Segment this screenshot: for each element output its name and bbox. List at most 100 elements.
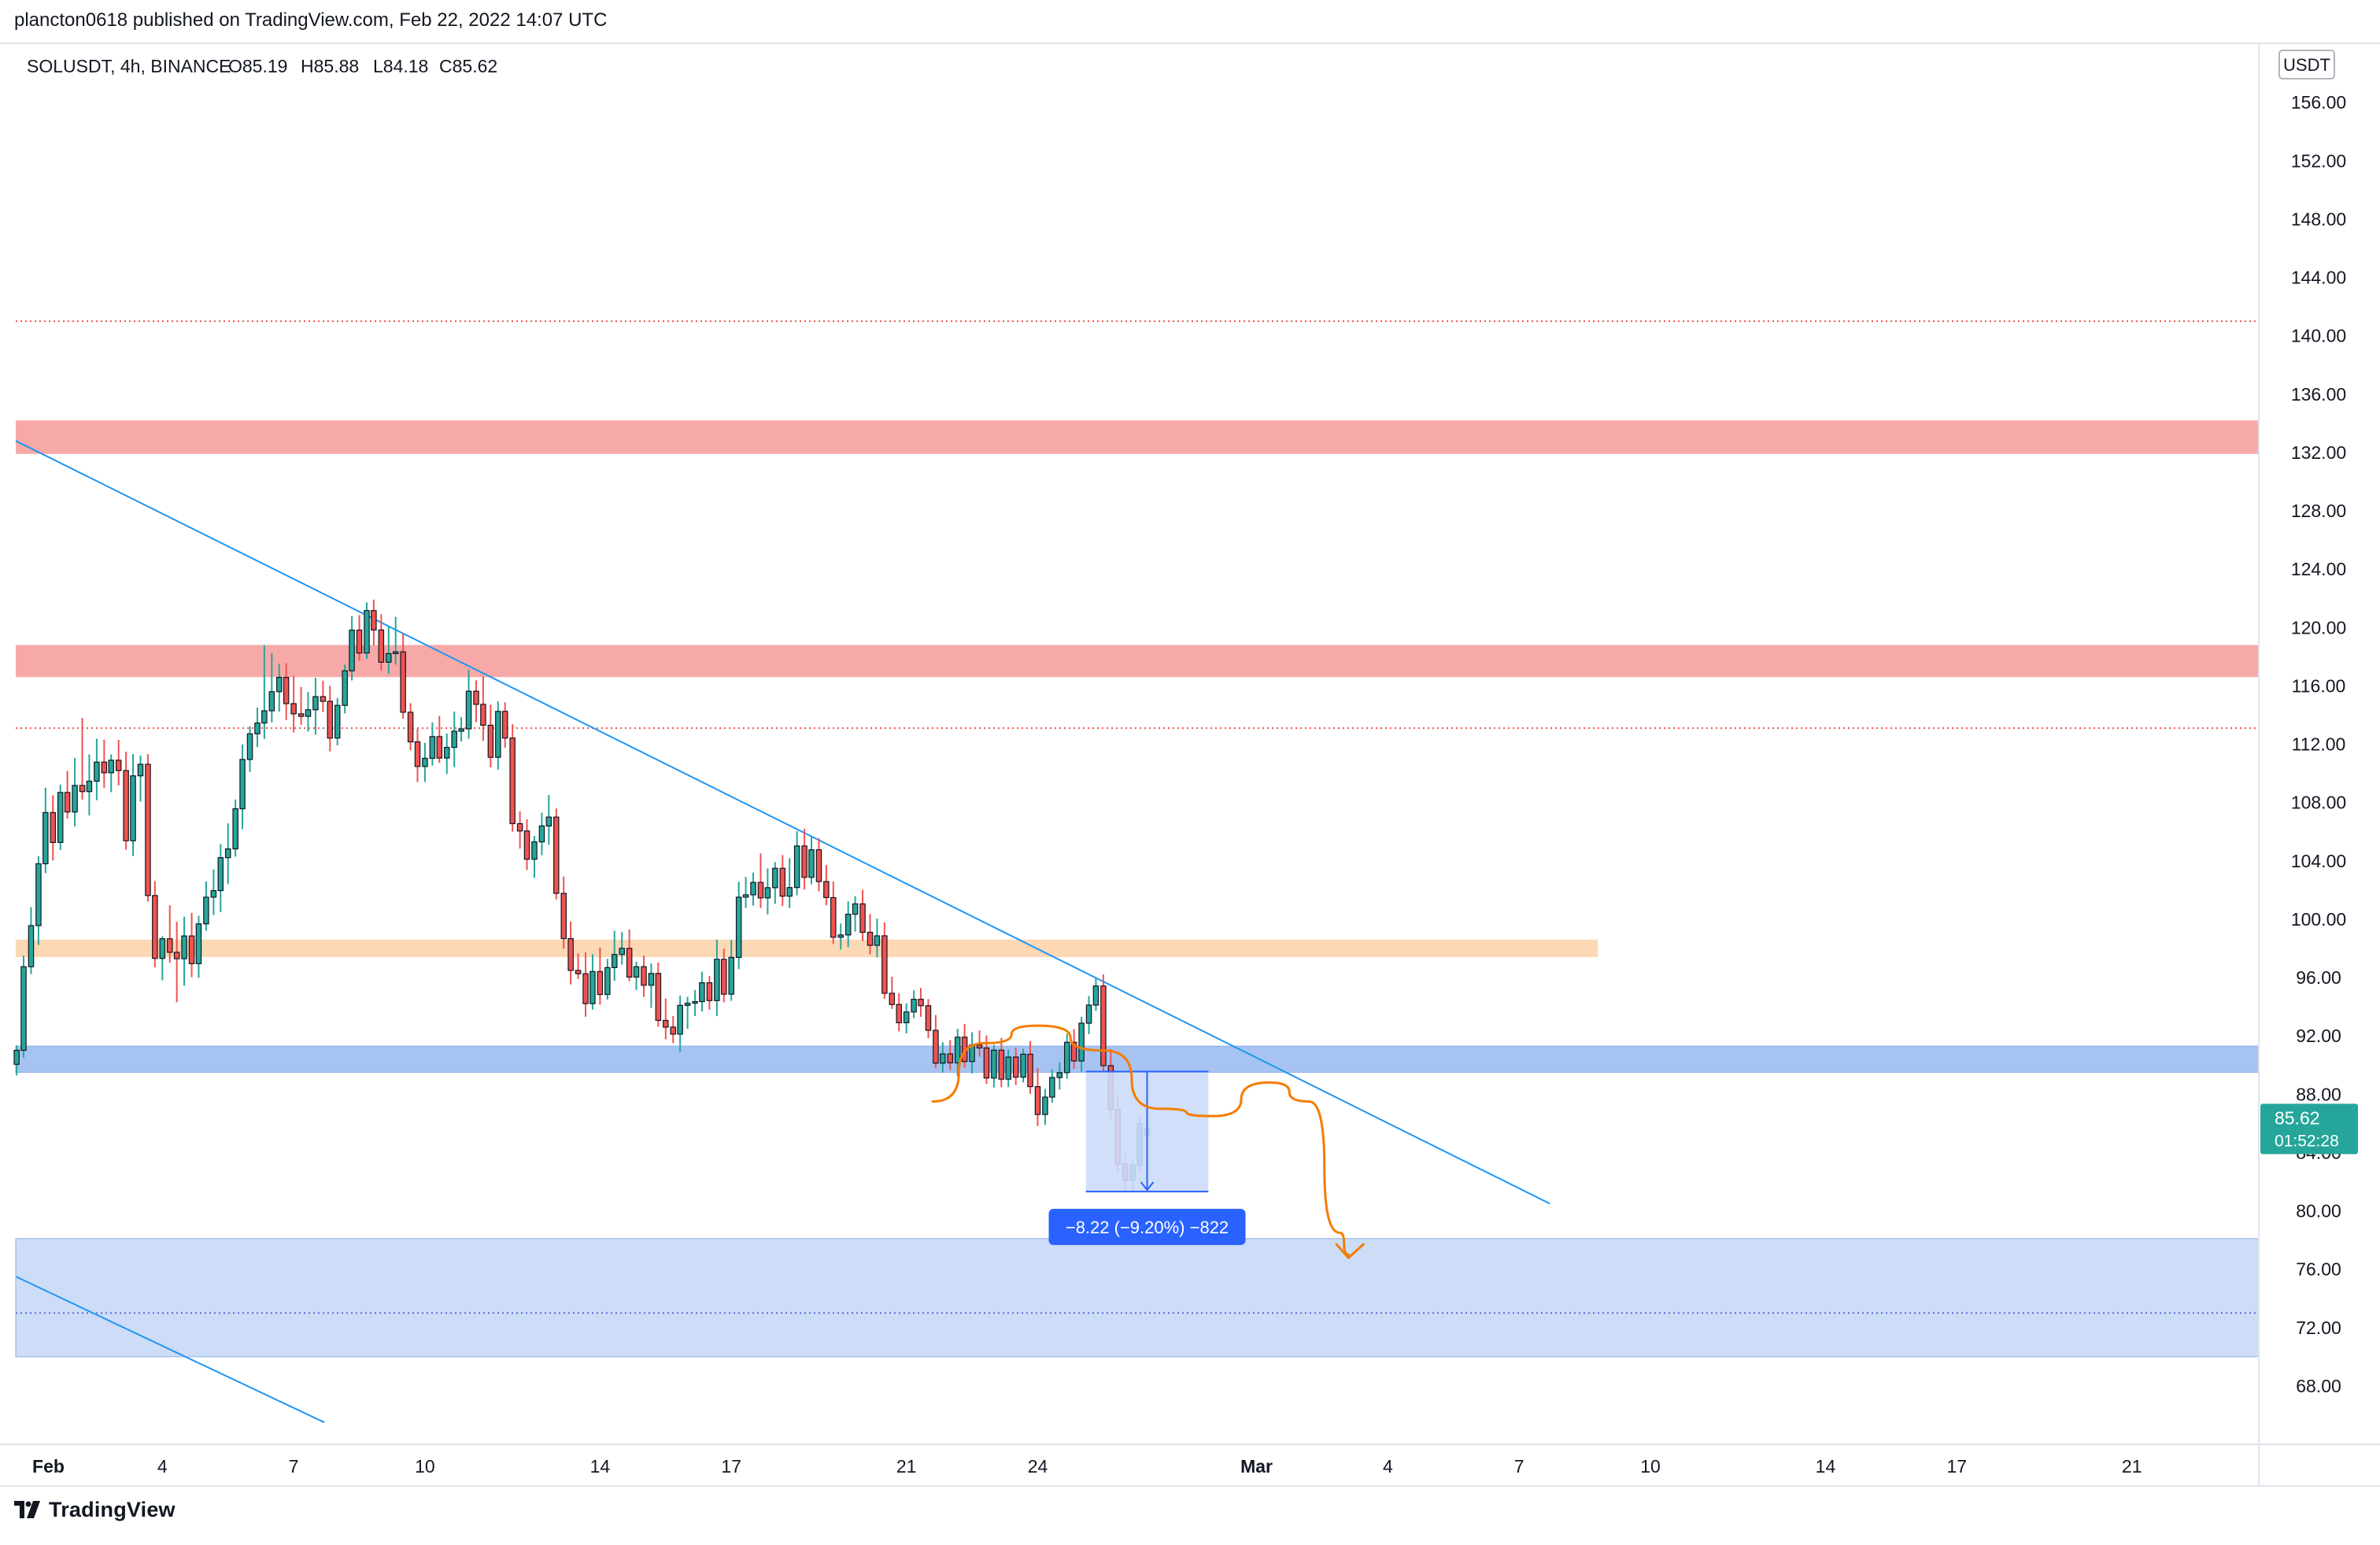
time-tick: 14: [1816, 1456, 1836, 1477]
currency-button-frame[interactable]: [2278, 50, 2335, 79]
last-price-bg: [2260, 1103, 2358, 1155]
candle-18: [145, 754, 151, 902]
candle-68: [509, 724, 516, 832]
candle-body: [597, 970, 604, 996]
candle-118: [874, 918, 881, 958]
candle-body: [648, 973, 655, 986]
candle-body: [793, 845, 800, 889]
candle-body: [166, 938, 173, 953]
candle-body: [72, 785, 78, 813]
price-tick: 92.00: [2296, 1026, 2341, 1046]
candle-117: [867, 914, 874, 955]
candle-body: [1078, 1022, 1085, 1062]
candle-body: [349, 629, 355, 671]
zone-support-3: [15, 1045, 2260, 1073]
candle-body: [414, 741, 421, 767]
candle-body: [619, 948, 625, 955]
candle-67: [501, 702, 508, 748]
candle-94: [699, 971, 705, 1012]
time-tick: 7: [289, 1456, 299, 1477]
price-tick: 100.00: [2291, 909, 2346, 930]
candle-49: [371, 599, 377, 645]
price-tick: 156.00: [2291, 92, 2346, 113]
candle-body: [50, 811, 57, 844]
projection-arrowhead: [1335, 1242, 1366, 1259]
tradingview-brand: TradingView: [49, 1497, 176, 1521]
candle-37: [283, 663, 290, 720]
candle-body: [108, 760, 114, 774]
candle-84: [626, 929, 633, 981]
time-tick: 21: [2122, 1456, 2142, 1477]
candle-body: [983, 1047, 990, 1079]
candle-body: [721, 959, 727, 995]
price-tick: 96.00: [2296, 967, 2341, 988]
candle-body: [101, 761, 108, 774]
candle-body: [837, 934, 844, 938]
candle-body: [130, 775, 136, 841]
candle-121: [896, 993, 902, 1032]
price-tick: 128.00: [2291, 501, 2346, 521]
candle-body: [254, 723, 261, 734]
last-price-tag: 85.62 01:52:28: [2260, 1103, 2358, 1155]
candle-body: [604, 967, 611, 996]
candle-body: [1063, 1041, 1070, 1074]
candle-body: [706, 982, 713, 1001]
candle-44: [334, 697, 341, 745]
candle-body: [86, 780, 93, 793]
candle-body: [1092, 985, 1099, 1006]
candle-body: [159, 938, 166, 959]
currency-button[interactable]: USDT: [2278, 50, 2335, 79]
zone-resistance-0: [16, 420, 2259, 454]
candle-body: [801, 845, 808, 878]
candle-8: [72, 758, 78, 826]
candle-body: [364, 610, 370, 654]
ohlc-low: L84.18: [373, 56, 428, 76]
candle-91: [677, 995, 683, 1052]
candle-body: [145, 763, 151, 896]
candle-body: [772, 867, 778, 889]
candle-body: [582, 973, 589, 1004]
candle-53: [400, 633, 406, 719]
candle-19: [152, 881, 158, 967]
candle-138: [1020, 1048, 1026, 1083]
candle-83: [619, 932, 625, 965]
time-tick: 24: [1028, 1456, 1048, 1477]
candle-85: [633, 961, 640, 990]
candle-body: [422, 757, 428, 767]
zone-support_light-4: [15, 1238, 2260, 1358]
candle-body: [35, 863, 42, 926]
candle-111: [823, 864, 830, 906]
candle-body: [976, 1044, 983, 1049]
candle-5: [50, 795, 57, 861]
candle-body: [1012, 1056, 1019, 1078]
candle-body: [152, 895, 158, 959]
candle-body: [764, 887, 771, 899]
candle-109: [808, 836, 815, 885]
candle-body: [714, 959, 720, 1001]
time-tick: 4: [1383, 1456, 1393, 1477]
candle-body: [283, 677, 290, 704]
candle-147: [1085, 996, 1092, 1035]
time-tick: 17: [1946, 1456, 1967, 1477]
candle-22: [173, 922, 180, 1003]
candle-body: [1100, 985, 1107, 1066]
candle-41: [312, 678, 319, 735]
ohlc-open: O85.19: [228, 56, 287, 76]
candle-110: [815, 837, 822, 892]
symbol-legend[interactable]: SOLUSDT, 4h, BINANCE O85.19 H85.88 L84.1…: [27, 56, 497, 76]
candle-4: [42, 787, 49, 874]
candle-body: [626, 948, 633, 978]
candle-body: [815, 849, 822, 882]
candle-51: [386, 626, 392, 675]
trendline-1: [15, 1275, 325, 1424]
candle-body: [750, 882, 756, 896]
time-tick: Mar: [1240, 1456, 1273, 1477]
projection-layer: [931, 1024, 1366, 1259]
candle-149: [1100, 974, 1107, 1073]
candle-127: [940, 1042, 946, 1073]
candle-body: [553, 816, 560, 894]
tradingview-logo[interactable]: TradingView: [14, 1494, 176, 1525]
candle-80: [597, 947, 604, 1005]
